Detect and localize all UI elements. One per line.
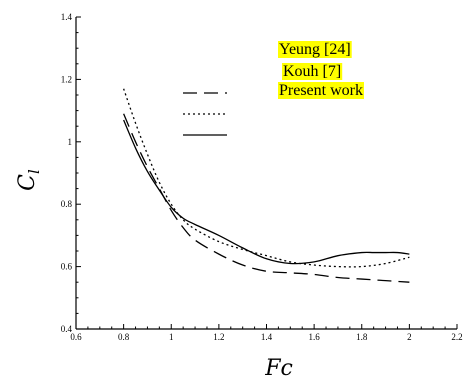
legend-highlight: [278, 41, 352, 58]
x-tick-label: 1: [169, 332, 174, 342]
y-tick-label: 1.2: [61, 74, 72, 84]
series-layer: [123, 88, 410, 283]
x-tick-label: 0.6: [70, 332, 82, 342]
legend-label: Present work: [279, 82, 363, 99]
x-tick-label: 2.2: [451, 332, 462, 342]
x-tick-label: 1.2: [213, 332, 224, 342]
x-tick-label: 1.4: [261, 332, 273, 342]
x-tick-label: 1.6: [309, 332, 321, 342]
x-tick-label: 1.8: [356, 332, 368, 342]
x-tick-label: 2: [407, 332, 412, 342]
y-tick-label: 1.4: [61, 12, 73, 22]
y-axis-label: Cl: [15, 169, 43, 191]
legend-highlight: [278, 82, 364, 99]
y-tick-label: 1: [68, 137, 73, 147]
series-line-dashed: [123, 113, 410, 283]
y-tick-label: 0.4: [61, 324, 73, 334]
x-axis-label: Fc: [264, 356, 293, 381]
legend: Yeung [24] Kouh [7] Present work: [183, 41, 364, 136]
axes: 0.6 0.8 1 1.2 1.4 1.6 1.8 2 2.20.40.60.811.21.4: [61, 12, 463, 342]
legend-label: Kouh [7]: [283, 63, 341, 80]
legend-highlight: [282, 63, 343, 80]
x-tick-label: 0.8: [118, 332, 130, 342]
y-tick-label: 0.6: [61, 262, 73, 272]
series-line-dotted: [123, 88, 410, 268]
series-line-solid: [123, 119, 410, 265]
legend-label: Yeung [24]: [279, 41, 351, 58]
y-tick-label: 0.8: [61, 199, 73, 209]
